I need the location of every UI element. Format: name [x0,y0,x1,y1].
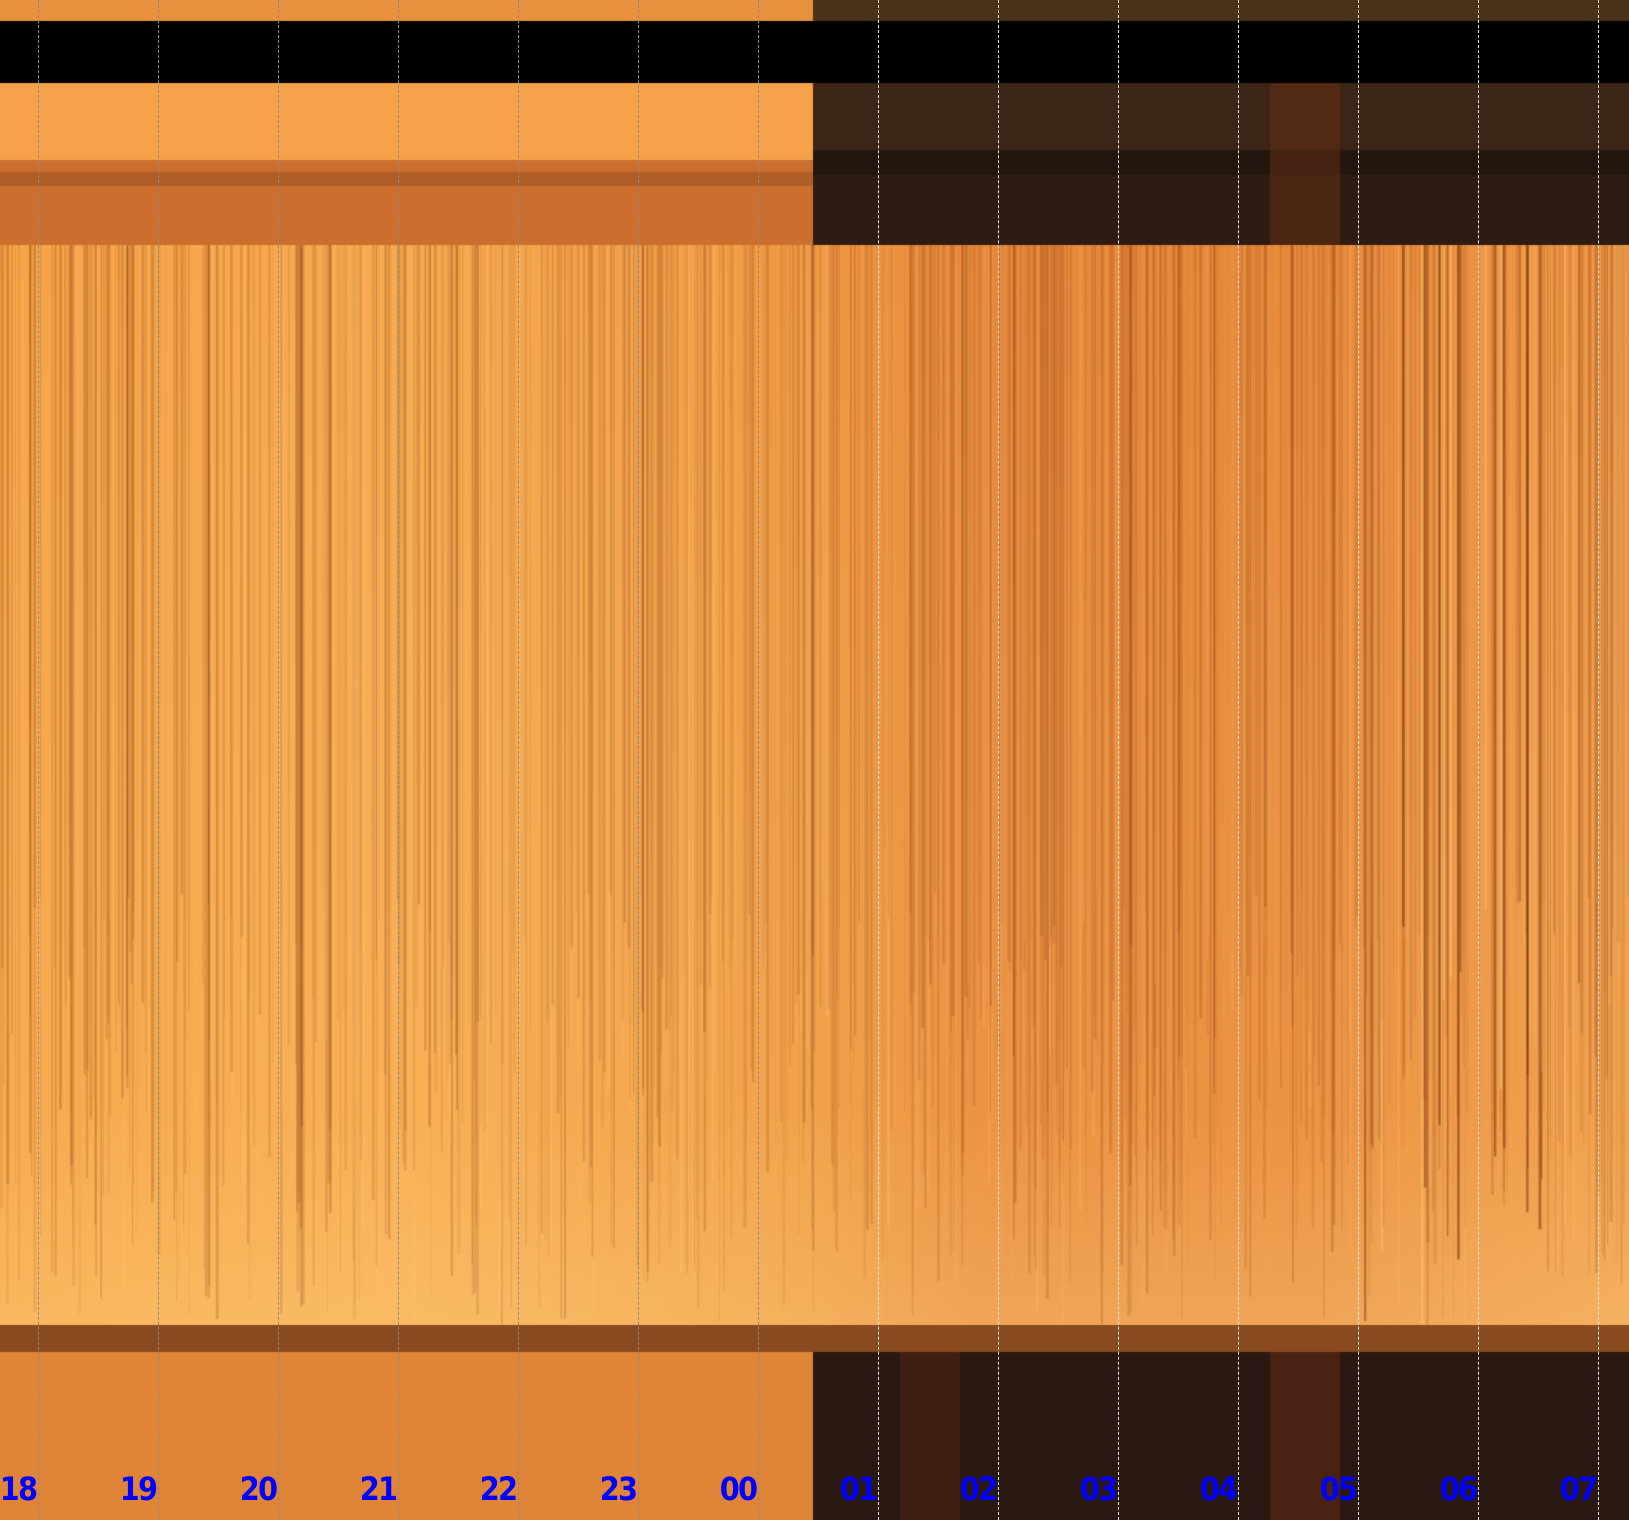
x-tick-label: 22 [479,1470,518,1508]
x-tick-label: 02 [959,1470,998,1508]
hour-gridline [1358,0,1359,1520]
hour-gridline [278,0,279,1520]
x-tick-label: 23 [599,1470,638,1508]
hour-gridline [518,0,519,1520]
x-tick-label: 03 [1079,1470,1118,1508]
hour-gridline [998,0,999,1520]
hour-gridline [758,0,759,1520]
hour-gridline [38,0,39,1520]
x-tick-label: 07 [1559,1470,1598,1508]
hour-gridline [1598,0,1599,1520]
x-tick-label: 18 [0,1470,38,1508]
x-tick-label: 19 [119,1470,158,1508]
x-tick-label: 00 [719,1470,758,1508]
x-tick-label: 21 [359,1470,398,1508]
x-tick-label: 06 [1439,1470,1478,1508]
x-tick-label: 20 [239,1470,278,1508]
hour-gridline [398,0,399,1520]
x-tick-label: 01 [839,1470,878,1508]
hour-gridline [1238,0,1239,1520]
x-tick-label: 04 [1199,1470,1238,1508]
x-tick-label: 05 [1319,1470,1358,1508]
hour-gridline [638,0,639,1520]
hour-gridline [1478,0,1479,1520]
hour-gridline [878,0,879,1520]
hour-gridline [1118,0,1119,1520]
hour-gridline [158,0,159,1520]
